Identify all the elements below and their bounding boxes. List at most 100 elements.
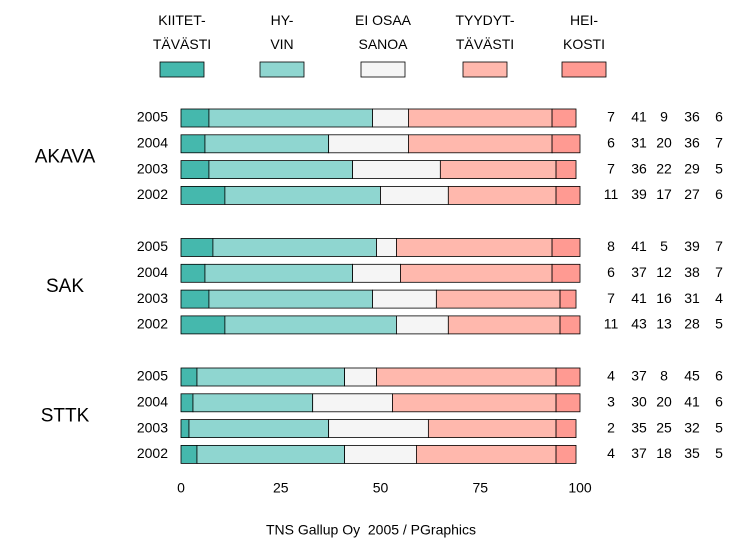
bar-segment: [408, 108, 553, 128]
value-label: 4: [607, 445, 615, 461]
value-label: 36: [684, 135, 700, 151]
value-label: 6: [715, 186, 723, 202]
x-tick-label: 0: [177, 480, 185, 496]
value-label: 6: [715, 368, 723, 384]
bar-segment: [392, 393, 557, 413]
bar-segment: [555, 393, 581, 413]
value-label: 4: [607, 368, 615, 384]
bar-segment: [555, 419, 577, 439]
bar-segment: [344, 367, 377, 387]
bar-segment: [180, 367, 198, 387]
bar-segment: [180, 108, 210, 128]
value-label: 27: [684, 186, 700, 202]
y-tick-label: 2005: [137, 238, 168, 254]
legend-label: HEI- KOSTI: [562, 12, 605, 52]
legend-label: TYYDYT- TÄVÄSTI: [455, 12, 515, 52]
value-label: 12: [656, 264, 672, 280]
group-label: SAK: [46, 276, 84, 297]
bar-segment: [380, 185, 449, 205]
y-tick-label: 2004: [137, 394, 168, 410]
bar-segment: [196, 367, 345, 387]
bar-segment: [344, 444, 417, 464]
bar-segment: [212, 238, 377, 257]
bar-segment: [188, 419, 330, 439]
value-label: 36: [631, 160, 647, 176]
group-label: AKAVA: [35, 147, 96, 168]
bar-segment: [416, 444, 557, 464]
value-label: 7: [715, 238, 723, 254]
y-tick-label: 2002: [137, 186, 168, 202]
value-label: 30: [631, 394, 647, 410]
value-label: 20: [656, 135, 672, 151]
y-tick-label: 2003: [137, 160, 168, 176]
value-label: 3: [607, 394, 615, 410]
bar-segment: [559, 289, 577, 309]
value-label: 35: [631, 419, 647, 435]
bar-segment: [196, 444, 345, 464]
value-label: 28: [684, 316, 700, 332]
value-label: 5: [715, 445, 723, 461]
value-label: 41: [631, 290, 647, 306]
x-tick-label: 100: [568, 480, 592, 496]
value-label: 7: [715, 135, 723, 151]
bar-segment: [352, 160, 441, 180]
value-label: 6: [607, 264, 615, 280]
bar-segment: [180, 393, 194, 413]
bar-segment: [180, 185, 226, 205]
bar-segment: [180, 315, 226, 335]
bar-segment: [551, 263, 581, 283]
legend-label: EI OSAA SANOA: [354, 12, 412, 52]
y-tick-label: 2003: [137, 290, 168, 306]
value-label: 5: [715, 419, 723, 435]
value-label: 39: [631, 186, 647, 202]
bar-segment: [208, 108, 373, 128]
bar-segment: [551, 108, 577, 128]
bar-segment: [555, 444, 577, 464]
value-label: 7: [607, 160, 615, 176]
bar-segment: [555, 160, 577, 180]
value-label: 6: [607, 135, 615, 151]
x-tick-label: 50: [373, 480, 389, 496]
bar-segment: [180, 289, 210, 309]
value-label: 31: [684, 290, 700, 306]
value-label: 32: [684, 419, 700, 435]
bar-segment: [555, 367, 581, 387]
legend-swatch: [360, 61, 406, 78]
bar-segment: [551, 238, 581, 257]
x-tick-label: 25: [273, 480, 289, 496]
y-tick-label: 2002: [137, 445, 168, 461]
value-label: 41: [631, 238, 647, 254]
value-label: 18: [656, 445, 672, 461]
bar-segment: [408, 134, 553, 154]
bar-segment: [180, 134, 206, 154]
bar-segment: [204, 134, 330, 154]
value-label: 37: [631, 264, 647, 280]
value-label: 36: [684, 109, 700, 125]
value-label: 11: [604, 316, 619, 332]
legend-swatch: [462, 61, 508, 78]
value-label: 45: [684, 368, 700, 384]
bar-segment: [224, 315, 397, 335]
bar-segment: [208, 160, 353, 180]
bar-segment: [180, 419, 190, 439]
bar-segment: [180, 238, 214, 257]
bar-segment: [396, 238, 553, 257]
value-label: 6: [715, 394, 723, 410]
bar-segment: [439, 160, 557, 180]
value-label: 25: [656, 419, 672, 435]
value-label: 5: [715, 160, 723, 176]
bar-segment: [427, 419, 557, 439]
bar-segment: [372, 108, 409, 128]
value-label: 13: [656, 316, 672, 332]
bar-segment: [372, 289, 437, 309]
value-label: 4: [715, 290, 723, 306]
value-label: 11: [604, 186, 619, 202]
value-label: 37: [631, 368, 647, 384]
value-label: 8: [607, 238, 615, 254]
bar-segment: [328, 134, 409, 154]
bar-segment: [400, 263, 553, 283]
source-note: TNS Gallup Oy 2005 / PGraphics: [266, 522, 476, 538]
value-label: 7: [607, 290, 615, 306]
value-label: 5: [660, 238, 668, 254]
y-tick-label: 2005: [137, 109, 168, 125]
